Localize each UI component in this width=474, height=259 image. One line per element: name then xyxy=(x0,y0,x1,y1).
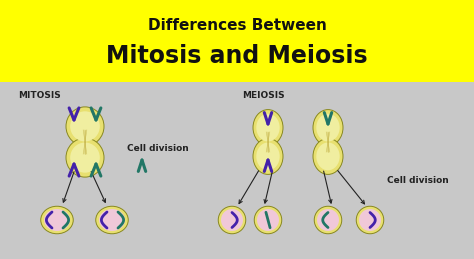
Ellipse shape xyxy=(254,206,282,234)
Ellipse shape xyxy=(253,138,283,174)
Ellipse shape xyxy=(316,114,340,141)
Ellipse shape xyxy=(99,209,125,231)
Ellipse shape xyxy=(44,209,70,231)
Text: Cell division: Cell division xyxy=(387,176,449,184)
Text: Mitosis and Meiosis: Mitosis and Meiosis xyxy=(106,44,368,68)
Bar xyxy=(0,82,474,259)
Ellipse shape xyxy=(221,209,243,231)
Ellipse shape xyxy=(314,206,342,234)
Ellipse shape xyxy=(313,138,343,174)
Ellipse shape xyxy=(257,209,279,231)
Ellipse shape xyxy=(359,209,381,231)
Ellipse shape xyxy=(70,142,100,173)
Ellipse shape xyxy=(218,206,246,234)
Ellipse shape xyxy=(70,111,100,141)
Ellipse shape xyxy=(66,107,104,146)
Ellipse shape xyxy=(356,206,384,234)
Ellipse shape xyxy=(256,114,280,141)
Ellipse shape xyxy=(96,206,128,234)
Text: MITOSIS: MITOSIS xyxy=(18,91,61,100)
Ellipse shape xyxy=(313,110,343,146)
Text: MEIOSIS: MEIOSIS xyxy=(242,91,284,100)
Ellipse shape xyxy=(41,206,73,234)
Ellipse shape xyxy=(317,209,339,231)
Ellipse shape xyxy=(256,142,280,170)
Bar xyxy=(0,0,474,82)
Text: Cell division: Cell division xyxy=(127,143,189,153)
Ellipse shape xyxy=(66,138,104,177)
Ellipse shape xyxy=(316,142,340,170)
Text: Differences Between: Differences Between xyxy=(147,18,327,32)
Ellipse shape xyxy=(253,110,283,146)
